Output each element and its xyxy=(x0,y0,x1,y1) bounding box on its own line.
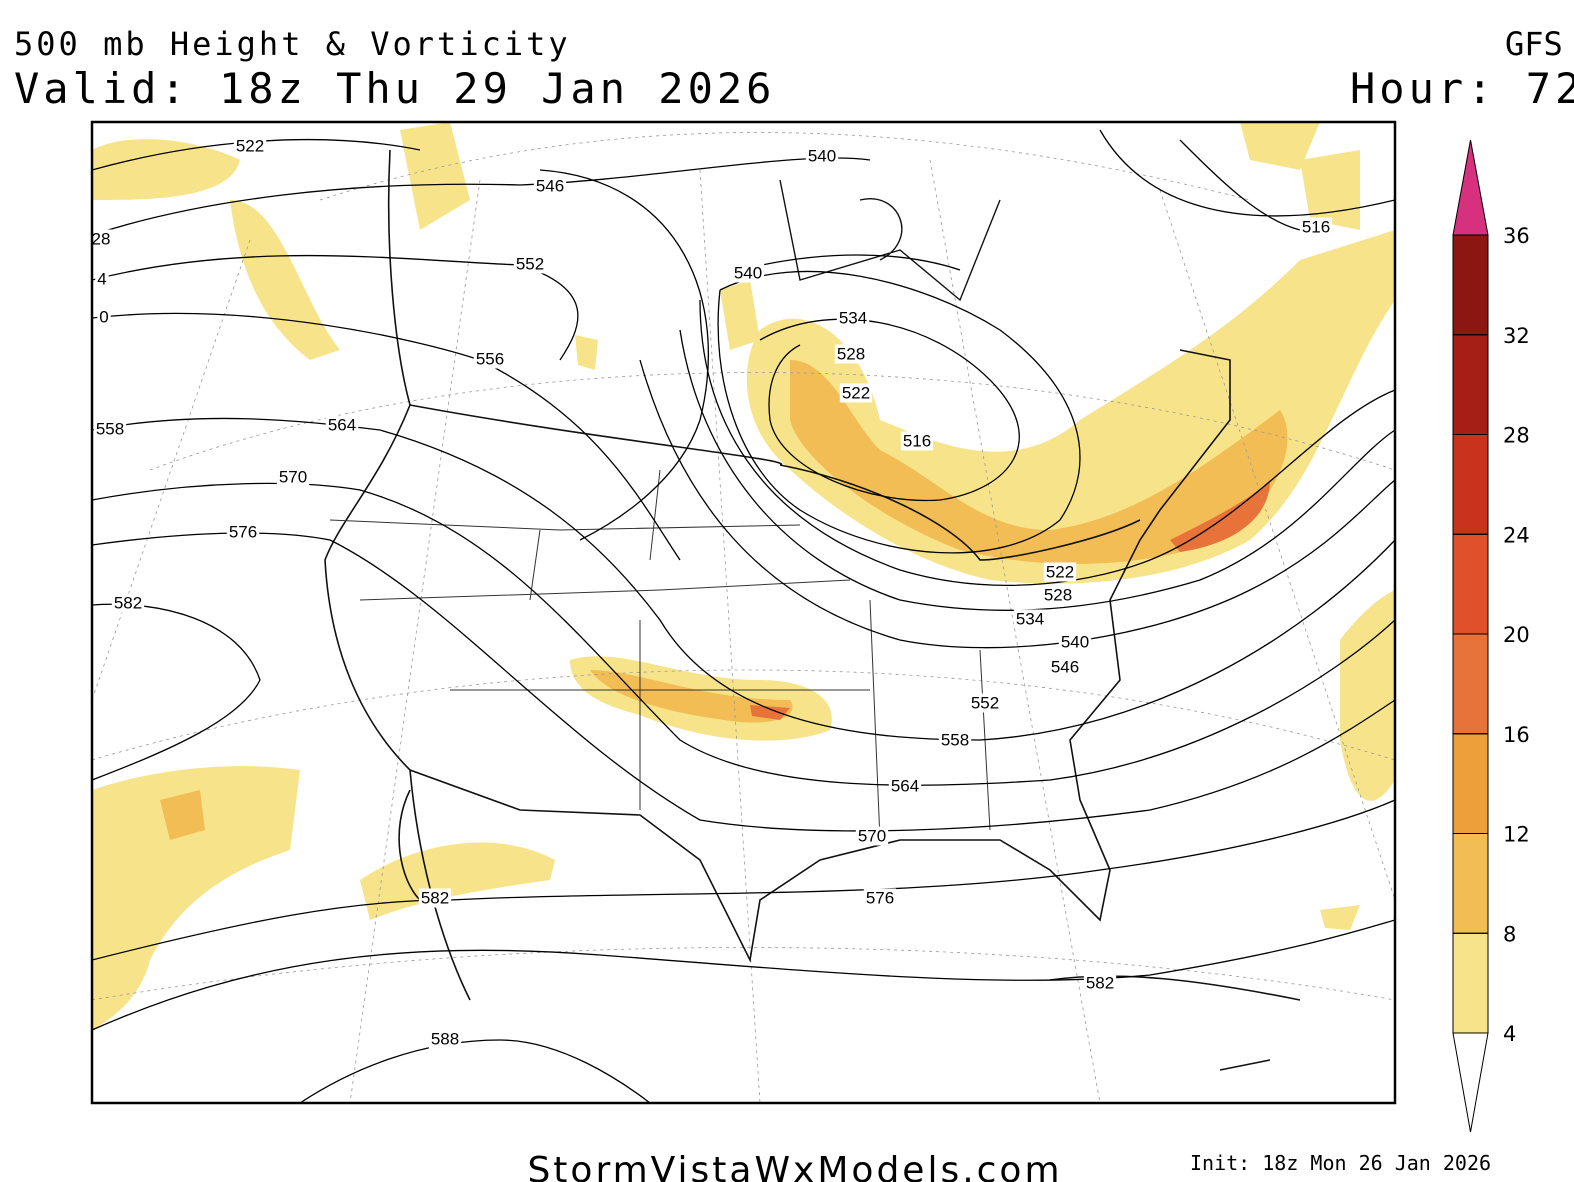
contour-label: 564 xyxy=(891,776,919,795)
label-bg xyxy=(93,419,127,439)
label-bg xyxy=(418,888,452,908)
label-bg xyxy=(1048,657,1082,677)
colorbar: 4 8 12 16 20 24 28 32 36 xyxy=(1452,139,1530,1133)
contour-label: 540 xyxy=(734,263,762,282)
color-band xyxy=(1452,234,1489,336)
label-bg xyxy=(111,593,145,613)
contour-label: 4 xyxy=(97,269,106,288)
label-bg xyxy=(888,776,922,796)
label-bg xyxy=(805,146,839,166)
label-bg xyxy=(1299,217,1333,237)
color-band xyxy=(1452,833,1489,934)
color-band xyxy=(1452,733,1489,834)
contour-label: 552 xyxy=(971,693,999,712)
contour-label: 582 xyxy=(114,593,142,612)
valid-time: Valid: 18z Thu 29 Jan 2026 xyxy=(14,64,775,113)
contour-label: 552 xyxy=(516,254,544,273)
label-bg xyxy=(834,344,868,364)
contour-label: 546 xyxy=(536,176,564,195)
lat-lon-grid xyxy=(92,132,1395,1103)
color-band xyxy=(1452,633,1489,735)
label-bg xyxy=(938,730,972,750)
contour-label: 570 xyxy=(279,467,307,486)
contour-label: 582 xyxy=(421,888,449,907)
title: 500 mb Height & Vorticity xyxy=(14,25,571,63)
contour-label: 528 xyxy=(1044,585,1072,604)
label-bg xyxy=(855,826,889,846)
map-frame xyxy=(90,120,1397,1105)
contour-label: 534 xyxy=(1016,609,1044,628)
contour-label: 28 xyxy=(92,229,111,248)
label-bg xyxy=(1083,973,1117,993)
tick-label: 32 xyxy=(1503,324,1530,348)
contour-label: 570 xyxy=(858,826,886,845)
label-bg xyxy=(97,307,111,327)
vorticity-shading xyxy=(92,122,1395,1030)
contour-label: 582 xyxy=(1086,973,1114,992)
contour-label: 564 xyxy=(328,415,356,434)
tick-label: 24 xyxy=(1503,523,1530,547)
contour-label: 540 xyxy=(1061,632,1089,651)
site-name: StormVistaWxModels.com xyxy=(527,1150,1062,1182)
tick-label: 4 xyxy=(1503,1022,1516,1046)
init-time: Init: 18z Mon 26 Jan 2026 xyxy=(1190,1151,1491,1175)
borders xyxy=(324,149,1301,1071)
label-bg xyxy=(226,522,260,542)
label-bg xyxy=(731,263,765,283)
tick-label: 28 xyxy=(1503,424,1530,448)
contour-label: 558 xyxy=(96,419,124,438)
contour-label: 522 xyxy=(1046,562,1074,581)
label-bg xyxy=(513,254,547,274)
label-bg xyxy=(233,136,267,156)
label-bg xyxy=(533,176,567,196)
label-bg xyxy=(1058,632,1092,652)
label-bg xyxy=(1013,609,1047,629)
label-bg xyxy=(473,349,507,369)
color-band xyxy=(1452,334,1489,435)
contour-label: 0 xyxy=(99,307,108,326)
tick-label: 20 xyxy=(1503,623,1530,647)
overflow-triangle xyxy=(1452,139,1489,236)
label-bg xyxy=(836,308,870,328)
label-bg xyxy=(900,431,934,451)
contour-label: 522 xyxy=(842,383,870,402)
contour-label: 534 xyxy=(839,308,867,327)
tick-label: 16 xyxy=(1503,723,1530,747)
color-band xyxy=(1452,932,1489,1034)
label-bg xyxy=(428,1029,462,1049)
contour-label: 528 xyxy=(837,344,865,363)
underflow-triangle xyxy=(1452,1032,1489,1133)
label-bg xyxy=(863,888,897,908)
model: GFS xyxy=(1505,25,1563,63)
label-bg xyxy=(968,693,1002,713)
contour-label: 546 xyxy=(1051,657,1079,676)
label-bg xyxy=(95,269,109,289)
label-bg xyxy=(1043,562,1077,582)
contour-label: 516 xyxy=(1302,217,1330,236)
color-band xyxy=(1452,434,1489,535)
contour-label: 588 xyxy=(431,1029,459,1048)
label-bg xyxy=(325,415,359,435)
color-band xyxy=(1452,533,1489,635)
contour-label: 558 xyxy=(941,730,969,749)
label-bg xyxy=(1041,585,1075,605)
contour-label: 576 xyxy=(866,888,894,907)
tick-label: 12 xyxy=(1503,823,1530,847)
tick-label: 36 xyxy=(1503,224,1530,248)
contour-label: 516 xyxy=(903,431,931,450)
tick-label: 8 xyxy=(1503,922,1516,946)
label-bg xyxy=(276,467,310,487)
contour-label: 540 xyxy=(808,146,836,165)
contour-label: 556 xyxy=(476,349,504,368)
label-bg xyxy=(839,383,873,403)
forecast-hour: Hour: 72 xyxy=(1350,64,1574,113)
label-bg xyxy=(92,229,113,249)
contour-label: 522 xyxy=(236,136,264,155)
contour-label: 576 xyxy=(229,522,257,541)
